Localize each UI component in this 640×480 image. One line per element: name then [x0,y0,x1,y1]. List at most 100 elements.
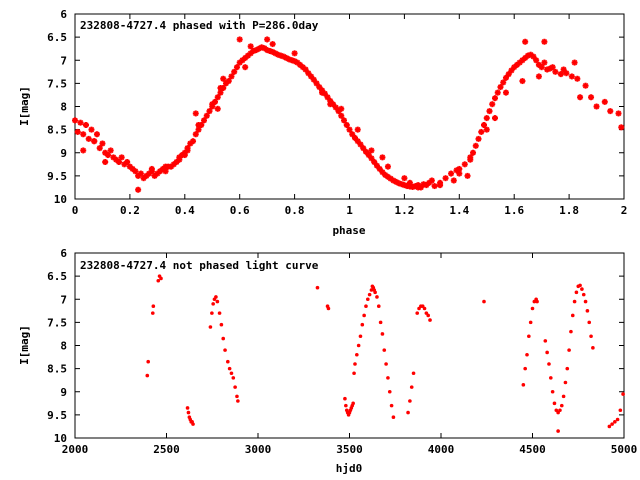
phased-data-points [72,36,625,193]
phased-data-point [195,122,202,128]
unphased-data-point [391,415,396,419]
unphased-data-point [523,366,527,371]
phased-data-point [502,74,509,81]
unphased-data-point [364,304,368,308]
phased-data-point [247,43,254,50]
unphased-data-point [145,373,150,378]
phased-y-tick-label: 9 [60,147,67,160]
phased-x-tick-label: 1.6 [504,204,524,217]
phased-data-point [176,156,183,163]
phased-data-point [162,163,169,170]
unphased-data-point [191,422,195,426]
phased-data-point [77,119,84,126]
unphased-data-point [360,322,365,327]
phased-data-point [206,108,213,115]
unphased-data-point [219,322,224,327]
phased-data-point [483,115,490,122]
unphased-y-tick-label: 7 [60,293,67,306]
phased-data-point [401,175,408,182]
unphased-data-point [613,420,617,424]
phased-data-point [571,59,578,66]
unphased-data-point [150,311,155,315]
phased-data-point [190,138,197,145]
unphased-data-point [378,320,383,325]
phased-data-point [472,142,479,149]
phased-data-point [214,105,221,112]
phased-x-tick-label: 0.4 [175,204,195,217]
phased-x-tick-label: 0.8 [285,204,305,217]
unphased-data-point [217,311,222,315]
phased-data-point [88,126,95,133]
phased-data-point [228,73,235,80]
unphased-data-point [556,429,560,433]
unphased-data-point [550,389,555,394]
phased-data-point [242,64,249,71]
unphased-data-point [387,389,392,394]
phased-data-point [448,170,455,177]
phased-data-point [467,156,474,163]
unphased-data-point [572,299,577,304]
phased-data-point [475,135,482,142]
phased-data-point [343,122,350,128]
phased-data-point [236,36,243,43]
phased-data-point [486,108,493,115]
phased-data-point [535,73,542,80]
unphased-data-point [210,311,214,315]
unphased-data-point [422,306,427,311]
unphased-data-point [156,278,161,283]
phased-data-point [137,170,144,177]
unphased-data-point [415,311,420,315]
phased-data-point [560,66,567,73]
unphased-x-tick-label: 2500 [153,443,180,456]
unphased-data-point [380,332,385,336]
unphased-data-point [578,283,582,288]
unphased-data-point [315,285,320,290]
unphased-data-point [355,352,359,357]
unphased-data-points [145,274,625,433]
phased-data-point [483,126,490,133]
unphased-data-point [535,299,539,304]
unphased-x-tick-label: 4500 [519,443,546,456]
unphased-data-point [583,299,588,304]
phased-data-point [338,112,345,119]
unphased-data-point [618,408,623,413]
unphased-data-point [580,287,584,291]
phased-data-point [549,64,556,71]
phased-data-point [470,149,477,156]
phased-data-point [437,182,444,189]
unphased-x-tick-label: 5000 [611,443,638,456]
phased-data-point [568,73,575,80]
phased-data-point [93,131,100,138]
unphased-data-point [227,366,232,371]
phased-data-point [184,147,191,154]
phased-data-point [478,128,485,135]
phased-data-point [181,152,188,159]
phased-data-point [233,64,240,71]
phased-data-point [102,159,109,165]
unphased-data-point [589,334,593,339]
phased-data-point [118,154,125,161]
phased-data-point [72,117,78,124]
phased-y-tick-label: 7.5 [47,77,67,90]
phased-data-point [74,128,81,135]
phased-data-point [533,57,540,64]
unphased-data-point [561,394,566,399]
unphased-data-point [236,399,240,403]
phased-y-tick-label: 10 [54,193,67,206]
phased-data-point [135,186,142,193]
unphased-data-point [545,350,549,355]
unphased-data-point [610,422,614,426]
phased-light-curve-panel: 0 0.2 0.4 0.6 0.8 1 1.2 1.4 1.6 1.8 2 6 6.5 7 7.5 8 8.5 9… [18,8,627,237]
unphased-data-point [528,320,533,325]
phased-data-point [104,152,111,159]
phased-data-point [338,105,345,112]
phased-data-point [192,131,199,138]
unphased-data-point [521,383,526,387]
unphased-data-point [211,302,215,306]
unphased-y-axis-label: I[mag] [18,325,31,365]
unphased-y-tick-label: 6 [60,247,67,260]
phased-data-point [368,147,375,154]
unphased-data-point [552,401,557,406]
phased-data-point [324,94,331,101]
phased-data-point [384,163,391,170]
